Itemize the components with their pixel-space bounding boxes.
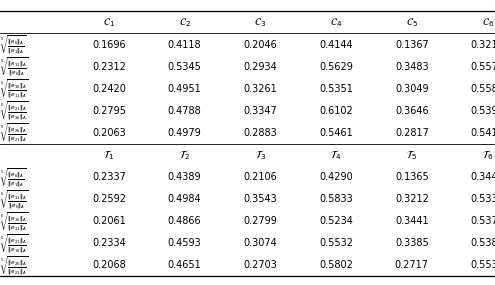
Text: 0.2420: 0.2420: [92, 84, 126, 94]
Text: $\sqrt[5]{\frac{\|e_6\|_A}{\|e_1\|_A}}$: $\sqrt[5]{\frac{\|e_6\|_A}{\|e_1\|_A}}$: [0, 33, 27, 56]
Text: 0.1367: 0.1367: [395, 40, 429, 50]
Text: 0.4866: 0.4866: [168, 216, 201, 226]
Text: $\mathcal{T}_6$: $\mathcal{T}_6$: [482, 148, 494, 162]
Text: 0.5417: 0.5417: [471, 128, 495, 138]
Text: 0.5586: 0.5586: [471, 84, 495, 94]
Text: $\mathcal{T}_3$: $\mathcal{T}_3$: [254, 148, 266, 162]
Text: $\mathcal{T}_4$: $\mathcal{T}_4$: [330, 148, 342, 162]
Text: 0.4788: 0.4788: [168, 106, 201, 116]
Text: 0.4593: 0.4593: [168, 238, 201, 248]
Text: 0.3483: 0.3483: [395, 62, 429, 72]
Text: 0.5345: 0.5345: [168, 62, 201, 72]
Text: $\sqrt[5]{\frac{\|e_6\|_A}{\|e_1\|_A}}$: $\sqrt[5]{\frac{\|e_6\|_A}{\|e_1\|_A}}$: [0, 166, 27, 189]
Text: $\sqrt[5]{\frac{\|e_{11}\|_A}{\|e_6\|_A}}$: $\sqrt[5]{\frac{\|e_{11}\|_A}{\|e_6\|_A}…: [0, 188, 30, 211]
Text: 0.2883: 0.2883: [244, 128, 277, 138]
Text: 0.5351: 0.5351: [319, 84, 353, 94]
Text: 0.4144: 0.4144: [319, 40, 353, 50]
Text: 0.6102: 0.6102: [319, 106, 353, 116]
Text: 0.2046: 0.2046: [244, 40, 277, 50]
Text: $\mathcal{C}_5$: $\mathcal{C}_5$: [406, 16, 418, 29]
Text: 0.2817: 0.2817: [395, 128, 429, 138]
Text: 0.5534: 0.5534: [471, 260, 495, 270]
Text: 0.1696: 0.1696: [92, 40, 126, 50]
Text: 0.3441: 0.3441: [395, 216, 429, 226]
Text: 0.4979: 0.4979: [168, 128, 201, 138]
Text: 0.2717: 0.2717: [395, 260, 429, 270]
Text: 0.3646: 0.3646: [395, 106, 429, 116]
Text: $\sqrt[5]{\frac{\|e_{26}\|_A}{\|e_{21}\|_A}}$: $\sqrt[5]{\frac{\|e_{26}\|_A}{\|e_{21}\|…: [0, 254, 30, 277]
Text: 0.3347: 0.3347: [244, 106, 277, 116]
Text: 0.2795: 0.2795: [92, 106, 126, 116]
Text: 0.1365: 0.1365: [395, 172, 429, 182]
Text: $\sqrt[5]{\frac{\|e_{16}\|_A}{\|e_{11}\|_A}}$: $\sqrt[5]{\frac{\|e_{16}\|_A}{\|e_{11}\|…: [0, 210, 30, 233]
Text: $\sqrt[5]{\frac{\|e_{26}\|_A}{\|e_{21}\|_A}}$: $\sqrt[5]{\frac{\|e_{26}\|_A}{\|e_{21}\|…: [0, 121, 30, 144]
Text: 0.3261: 0.3261: [244, 84, 277, 94]
Text: $\mathcal{C}_6$: $\mathcal{C}_6$: [482, 16, 494, 29]
Text: 0.4290: 0.4290: [319, 172, 353, 182]
Text: $\mathcal{T}_5$: $\mathcal{T}_5$: [406, 148, 417, 162]
Text: 0.5532: 0.5532: [319, 238, 353, 248]
Text: $\mathcal{T}_2$: $\mathcal{T}_2$: [179, 148, 190, 162]
Text: 0.2068: 0.2068: [92, 260, 126, 270]
Text: $\mathcal{C}_4$: $\mathcal{C}_4$: [330, 16, 342, 29]
Text: $\mathcal{C}_1$: $\mathcal{C}_1$: [103, 16, 115, 29]
Text: 0.2334: 0.2334: [92, 238, 126, 248]
Text: 0.3212: 0.3212: [395, 194, 429, 204]
Text: $\sqrt[5]{\frac{\|e_{11}\|_A}{\|e_6\|_A}}$: $\sqrt[5]{\frac{\|e_{11}\|_A}{\|e_6\|_A}…: [0, 55, 30, 78]
Text: 0.5339: 0.5339: [471, 194, 495, 204]
Text: 0.5385: 0.5385: [471, 238, 495, 248]
Text: 0.2106: 0.2106: [244, 172, 277, 182]
Text: 0.2592: 0.2592: [92, 194, 126, 204]
Text: 0.5390: 0.5390: [471, 106, 495, 116]
Text: $\sqrt[5]{\frac{\|e_{16}\|_A}{\|e_{11}\|_A}}$: $\sqrt[5]{\frac{\|e_{16}\|_A}{\|e_{11}\|…: [0, 77, 30, 100]
Text: 0.3074: 0.3074: [244, 238, 277, 248]
Text: 0.2337: 0.2337: [92, 172, 126, 182]
Text: 0.3385: 0.3385: [395, 238, 429, 248]
Text: 0.2061: 0.2061: [92, 216, 126, 226]
Text: $\sqrt[5]{\frac{\|e_{21}\|_A}{\|e_{16}\|_A}}$: $\sqrt[5]{\frac{\|e_{21}\|_A}{\|e_{16}\|…: [0, 99, 30, 122]
Text: 0.4118: 0.4118: [168, 40, 201, 50]
Text: 0.5833: 0.5833: [319, 194, 353, 204]
Text: 0.4389: 0.4389: [168, 172, 201, 182]
Text: 0.4951: 0.4951: [168, 84, 201, 94]
Text: 0.2063: 0.2063: [92, 128, 126, 138]
Text: 0.3049: 0.3049: [395, 84, 429, 94]
Text: 0.5802: 0.5802: [319, 260, 353, 270]
Text: 0.2934: 0.2934: [244, 62, 277, 72]
Text: 0.2799: 0.2799: [244, 216, 277, 226]
Text: 0.5461: 0.5461: [319, 128, 353, 138]
Text: $\mathcal{C}_3$: $\mathcal{C}_3$: [254, 16, 266, 29]
Text: 0.3543: 0.3543: [244, 194, 277, 204]
Text: $\mathcal{T}_1$: $\mathcal{T}_1$: [103, 148, 114, 162]
Text: 0.2703: 0.2703: [244, 260, 277, 270]
Text: 0.2312: 0.2312: [92, 62, 126, 72]
Text: 0.5376: 0.5376: [471, 216, 495, 226]
Text: 0.5234: 0.5234: [319, 216, 353, 226]
Text: 0.3447: 0.3447: [471, 172, 495, 182]
Text: 0.5578: 0.5578: [471, 62, 495, 72]
Text: 0.3214: 0.3214: [471, 40, 495, 50]
Text: $\mathcal{C}_2$: $\mathcal{C}_2$: [179, 16, 191, 29]
Text: $\sqrt[5]{\frac{\|e_{21}\|_A}{\|e_{16}\|_A}}$: $\sqrt[5]{\frac{\|e_{21}\|_A}{\|e_{16}\|…: [0, 232, 30, 255]
Text: 0.5629: 0.5629: [319, 62, 353, 72]
Text: 0.4984: 0.4984: [168, 194, 201, 204]
Text: 0.4651: 0.4651: [168, 260, 201, 270]
